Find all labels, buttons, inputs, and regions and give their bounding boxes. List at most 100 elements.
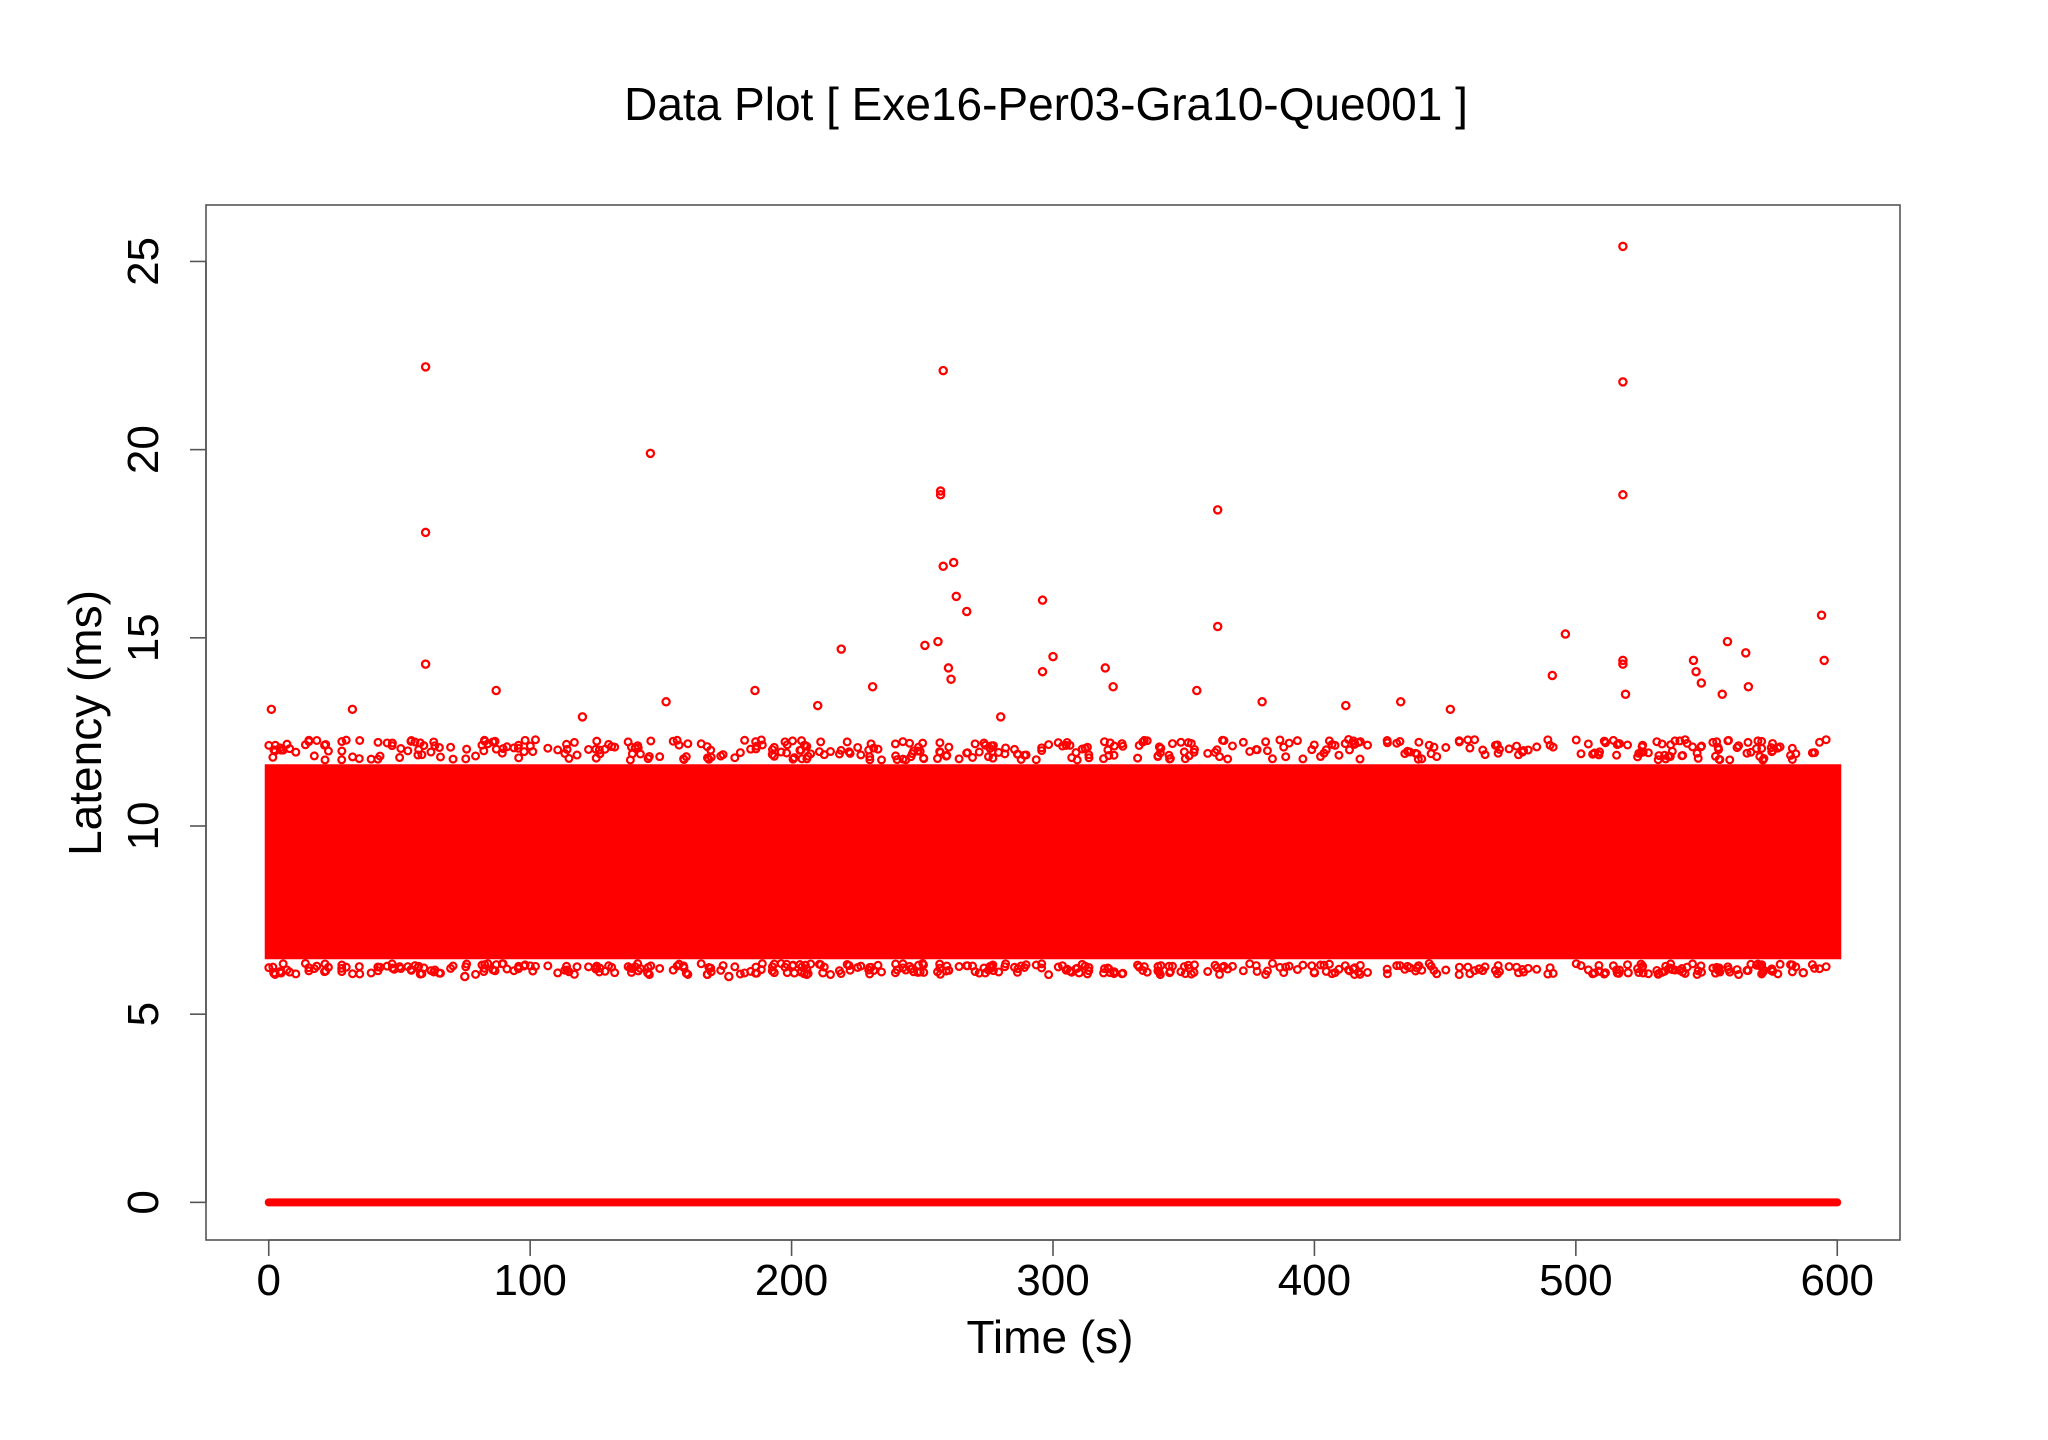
band-edge-point: [1382, 738, 1392, 748]
band-edge-point: [892, 755, 902, 765]
band-edge-point: [490, 736, 500, 746]
band-edge-point: [1275, 735, 1285, 745]
band-edge-point: [1167, 739, 1177, 749]
band-edge-point: [869, 966, 879, 976]
band-edge-point: [1615, 965, 1625, 975]
data-point: [1741, 648, 1751, 658]
band-edge-point: [655, 963, 665, 973]
band-edge-point: [1105, 968, 1115, 978]
data-point: [1192, 685, 1202, 696]
x-tick-label: 500: [1539, 1256, 1612, 1305]
band-edge-point: [1245, 746, 1255, 756]
data-point: [836, 644, 847, 654]
band-edge-point: [1344, 734, 1354, 744]
band-edge-point: [954, 754, 964, 764]
y-tick-label: 0: [119, 1190, 168, 1214]
data-point: [1618, 241, 1628, 252]
band-edge-point: [419, 741, 429, 751]
band-edge-point: [1238, 737, 1248, 747]
data-point: [961, 606, 972, 617]
chart-title: Data Plot [ Exe16-Per03-Gra10-Que001 ]: [624, 78, 1468, 130]
band-edge-point: [892, 965, 902, 975]
band-edge-point: [718, 750, 728, 760]
band-edge-point: [1189, 967, 1199, 977]
band-edge-point: [1164, 750, 1174, 760]
band-edge-point: [1532, 964, 1542, 974]
band-edge-point: [1753, 736, 1763, 746]
band-edge-point: [1186, 738, 1196, 748]
band-edge-point: [462, 744, 472, 754]
band-edge-point: [1044, 740, 1054, 750]
band-edge-point: [520, 735, 530, 745]
band-edge-point: [1743, 737, 1753, 747]
y-tick-label: 5: [119, 1002, 168, 1026]
band-edge-point: [320, 755, 330, 765]
band-edge-point: [355, 736, 365, 746]
data-point: [1474, 964, 1484, 974]
y-tick-label: 20: [119, 425, 168, 474]
band-edge-point: [1612, 750, 1622, 760]
data-point: [946, 674, 956, 684]
data-point: [1212, 505, 1223, 515]
band-edge-point: [1279, 742, 1289, 752]
band-edge-point: [1321, 745, 1331, 755]
band-edge-point: [836, 745, 846, 755]
band-edge-point: [1670, 736, 1680, 746]
band-edge-point: [562, 965, 572, 975]
data-point: [1560, 629, 1571, 639]
band-edge-point: [406, 965, 416, 975]
band-edge-point: [1414, 737, 1424, 747]
band-edge-point: [696, 959, 706, 969]
band-edge-point: [1512, 962, 1522, 972]
band-edge-point: [1732, 965, 1742, 975]
band-edge-point: [1571, 735, 1581, 745]
band-edge-point: [572, 962, 582, 972]
band-edge-point: [1429, 742, 1439, 752]
x-tick-label: 600: [1801, 1256, 1874, 1305]
band-edge-point: [1734, 741, 1744, 751]
band-edge-point: [646, 736, 656, 746]
band-edge-point: [282, 739, 292, 749]
band-edge-point: [842, 737, 852, 747]
band-edge-point: [1734, 970, 1744, 980]
band-edge-point: [906, 964, 916, 974]
band-edge-point: [594, 967, 604, 977]
band-edge-point: [483, 739, 493, 749]
band-edge-point: [1417, 754, 1427, 764]
band-edge-point: [918, 738, 928, 748]
band-edge-point: [471, 969, 481, 979]
band-edge-point: [844, 747, 854, 757]
band-edge-point: [1165, 754, 1175, 764]
data-point: [1722, 636, 1733, 647]
band-edge-point: [788, 736, 798, 746]
band-edge-point: [752, 741, 762, 751]
band-edge-point: [1601, 738, 1611, 748]
band-edge-point: [1454, 962, 1464, 972]
band-edge-point: [264, 963, 274, 973]
band-edge-point: [776, 959, 786, 969]
band-edge-point: [1675, 736, 1685, 746]
band-edge-point: [1139, 962, 1149, 972]
x-tick-label: 400: [1278, 1256, 1351, 1305]
band-edge-point: [1594, 960, 1604, 970]
band-edge-point: [915, 967, 925, 977]
band-edge-point: [1109, 750, 1119, 760]
data-point: [1341, 700, 1351, 711]
band-edge-point: [1180, 754, 1190, 764]
band-edge-point: [553, 968, 563, 978]
band-edge-point: [1463, 962, 1473, 972]
band-edge-point: [1238, 966, 1248, 976]
band-edge-point: [1344, 745, 1354, 755]
band-edge-point: [1012, 749, 1022, 759]
band-edge-point: [1156, 743, 1166, 753]
band-edge-point: [1470, 735, 1480, 745]
y-axis: 0 5 10 15 20 25: [119, 237, 207, 1215]
band-edge-point: [718, 961, 728, 971]
band-edge-point: [1523, 963, 1533, 973]
x-axis-label: Time (s): [967, 1311, 1134, 1363]
band-edge-point: [1688, 742, 1698, 752]
band-edge-point: [873, 744, 883, 754]
band-edge-point: [1636, 959, 1646, 969]
data-point: [420, 659, 431, 669]
